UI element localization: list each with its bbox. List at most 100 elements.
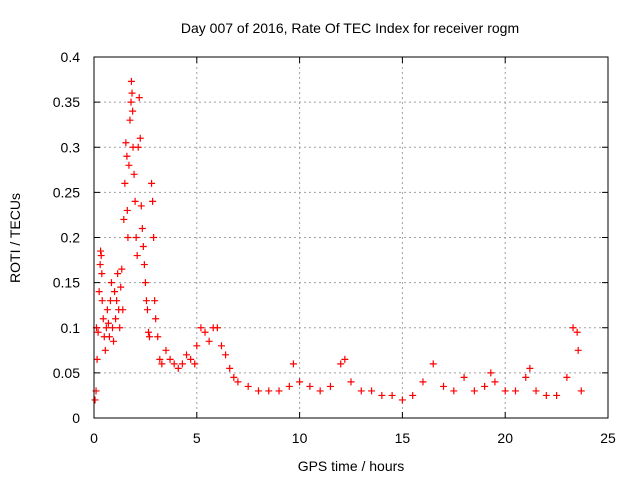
data-point-marker <box>127 77 135 85</box>
data-point-marker <box>112 315 120 323</box>
data-point-marker <box>170 360 178 368</box>
data-point-marker <box>213 324 221 332</box>
data-point-marker <box>141 279 149 287</box>
y-tick-label: 0 <box>72 410 80 426</box>
data-point-marker <box>127 98 135 106</box>
data-point-marker <box>201 328 209 336</box>
data-point-marker <box>205 337 213 345</box>
data-point-marker <box>183 351 191 359</box>
data-point-marker <box>116 324 124 332</box>
data-point-marker <box>573 328 581 336</box>
data-point-marker <box>124 234 132 241</box>
data-point-marker <box>91 396 99 404</box>
data-point-marker <box>526 364 534 372</box>
data-point-marker <box>134 143 142 151</box>
data-point-marker <box>144 328 152 336</box>
data-point-marker <box>117 283 125 291</box>
x-tick-label: 15 <box>395 430 411 446</box>
x-tick-label: 20 <box>497 430 513 446</box>
data-point-marker <box>101 346 109 354</box>
data-point-marker <box>368 387 376 395</box>
data-point-marker <box>193 342 201 350</box>
data-point-marker <box>409 391 417 399</box>
data-point-marker <box>98 297 106 305</box>
y-tick-label: 0.4 <box>61 49 81 65</box>
data-point-marker <box>109 324 117 332</box>
data-point-marker <box>150 234 158 241</box>
data-point-marker <box>123 206 131 214</box>
data-point-marker <box>104 319 112 327</box>
x-axis-ticks: 0 5 10 15 20 25 <box>90 430 616 446</box>
data-point-marker <box>95 288 103 296</box>
data-point-marker <box>577 387 585 395</box>
x-tick-label: 0 <box>90 430 98 446</box>
data-point-marker <box>148 179 156 187</box>
data-point-marker <box>553 391 561 399</box>
data-point-marker <box>156 355 164 363</box>
data-point-marker <box>128 89 136 97</box>
data-point-marker <box>470 387 478 395</box>
x-tick-label: 5 <box>193 430 201 446</box>
points-layer <box>91 77 585 404</box>
y-tick-label: 0.3 <box>61 139 81 155</box>
data-point-marker <box>388 391 396 399</box>
data-point-marker <box>341 355 349 363</box>
data-point-marker <box>226 364 234 372</box>
data-point-marker <box>138 224 146 232</box>
data-point-marker <box>119 306 127 314</box>
data-point-marker <box>378 391 386 399</box>
data-point-marker <box>265 387 273 395</box>
y-axis-ticks: 0 0.05 0.1 0.15 0.2 0.25 0.3 0.35 0.4 <box>53 49 80 426</box>
data-point-marker <box>326 382 334 390</box>
data-point-marker <box>563 373 571 381</box>
data-point-marker <box>120 215 128 223</box>
data-point-marker <box>140 261 148 269</box>
data-point-marker <box>149 197 157 205</box>
data-point-marker <box>136 134 144 142</box>
y-tick-label: 0.05 <box>53 365 80 381</box>
data-point-marker <box>98 270 106 278</box>
data-point-marker <box>105 333 113 341</box>
data-point-marker <box>357 387 365 395</box>
data-point-marker <box>151 297 159 305</box>
data-point-marker <box>158 360 166 368</box>
plot-frame <box>93 56 609 419</box>
data-point-marker <box>122 139 130 147</box>
y-tick-label: 0.2 <box>61 230 81 246</box>
data-point-marker <box>118 265 126 273</box>
data-point-marker <box>491 378 499 386</box>
data-point-marker <box>162 346 170 354</box>
data-point-marker <box>113 297 121 305</box>
data-point-marker <box>121 179 129 187</box>
data-point-marker <box>230 373 238 381</box>
data-point-marker <box>337 360 345 368</box>
data-point-marker <box>110 337 118 345</box>
data-point-marker <box>569 324 577 332</box>
data-point-marker <box>285 382 293 390</box>
data-point-marker <box>137 202 145 210</box>
data-point-marker <box>450 387 458 395</box>
grid-layer <box>93 56 609 419</box>
data-point-marker <box>139 243 147 251</box>
data-point-marker <box>135 94 143 102</box>
data-point-marker <box>487 369 495 377</box>
data-point-marker <box>244 382 252 390</box>
data-point-marker <box>125 161 133 169</box>
data-point-marker <box>152 315 160 323</box>
y-tick-label: 0.15 <box>53 275 80 291</box>
data-point-marker <box>234 378 242 386</box>
data-point-marker <box>97 247 105 255</box>
data-point-marker <box>166 355 174 363</box>
data-point-marker <box>429 360 437 368</box>
y-tick-label: 0.35 <box>53 94 80 110</box>
data-point-marker <box>123 152 131 160</box>
data-point-marker <box>222 351 230 359</box>
data-point-marker <box>398 396 406 404</box>
data-point-marker <box>574 346 582 354</box>
data-point-marker <box>191 360 199 368</box>
data-point-marker <box>146 333 154 341</box>
data-point-marker <box>97 252 105 260</box>
data-point-marker <box>94 328 102 336</box>
data-point-marker <box>306 382 314 390</box>
